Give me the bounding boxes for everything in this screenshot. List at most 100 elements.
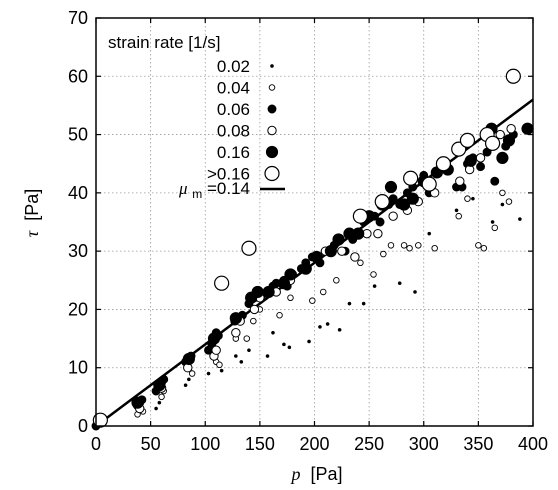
legend: strain rate [1/s] 0.02 0.04 0.06 0.08 0.16 >0… (108, 33, 285, 202)
y-tick-labels: 0 10 20 30 40 50 60 70 (68, 8, 88, 436)
data-point (276, 312, 283, 319)
x-tick-label: 150 (245, 434, 275, 454)
legend-label: 0.08 (217, 122, 250, 141)
legend-marker (268, 84, 276, 91)
y-axis-label: τ [Pa] (22, 189, 42, 238)
data-point (370, 271, 377, 278)
data-point (219, 368, 224, 373)
y-tick-label: 70 (68, 8, 88, 28)
x-tick-label: 350 (463, 434, 493, 454)
data-point (250, 317, 257, 325)
data-point (397, 198, 411, 211)
data-point (241, 240, 257, 256)
legend-marker (270, 64, 274, 68)
data-point (505, 198, 513, 205)
y-tick-label: 30 (68, 241, 88, 261)
y-tick-label: 60 (68, 66, 88, 86)
data-point (372, 284, 377, 288)
data-point (214, 275, 230, 291)
data-point (374, 194, 390, 210)
x-axis-variable: p (289, 464, 300, 484)
data-point (499, 189, 506, 197)
data-point (475, 242, 482, 249)
y-tick-label: 0 (78, 416, 88, 436)
data-point (333, 277, 340, 284)
data-point (188, 370, 196, 377)
data-point (271, 330, 275, 335)
data-point (187, 377, 191, 382)
data-point (500, 202, 505, 207)
data-point (375, 217, 385, 227)
data-point (249, 304, 260, 315)
legend-marker (267, 104, 277, 114)
data-point (337, 327, 342, 332)
legend-label: 0.04 (217, 79, 250, 98)
data-point (387, 242, 395, 249)
data-point (251, 285, 264, 299)
data-point (153, 379, 166, 392)
data-point (265, 354, 270, 358)
data-point (243, 335, 251, 342)
data-point (518, 217, 522, 221)
data-point (431, 244, 438, 252)
data-point (459, 132, 476, 148)
fit-label-variable: μ (178, 179, 188, 198)
data-point (282, 342, 286, 347)
data-point (154, 406, 158, 411)
data-point (357, 259, 364, 267)
x-tick-label: 0 (91, 434, 101, 454)
legend-label: 0.06 (217, 100, 250, 119)
data-point (406, 192, 419, 205)
data-point (183, 383, 188, 388)
legend-label: 0.16 (217, 143, 250, 162)
data-point (233, 354, 238, 358)
data-point (495, 129, 505, 140)
data-point (373, 228, 383, 239)
data-point (388, 211, 398, 221)
x-tick-labels: 0 50 100 150 200 250 300 350 400 (91, 434, 548, 454)
x-axis-label: p [Pa] (289, 464, 342, 484)
x-tick-label: 50 (141, 434, 161, 454)
data-point (216, 361, 223, 369)
x-tick-label: 250 (354, 434, 384, 454)
y-axis-variable: τ (22, 230, 42, 237)
data-point (388, 194, 398, 204)
data-point (231, 328, 241, 338)
data-point (352, 208, 368, 224)
data-point (455, 176, 465, 186)
data-point (318, 325, 322, 329)
plot-frame (95, 17, 534, 427)
data-point (415, 242, 422, 249)
data-point (287, 345, 292, 350)
data-point (413, 290, 417, 294)
data-point (287, 294, 294, 302)
data-point (435, 156, 452, 172)
y-tick-label: 20 (68, 299, 88, 319)
x-tick-label: 400 (518, 434, 548, 454)
legend-label: >0.16 (207, 165, 250, 184)
data-point (491, 224, 499, 232)
x-axis-unit: [Pa] (310, 464, 342, 484)
data-point (277, 277, 291, 290)
y-tick-label: 10 (68, 358, 88, 378)
data-point (380, 250, 387, 258)
data-point (307, 339, 311, 344)
data-point (247, 348, 251, 353)
data-point (454, 208, 459, 213)
legend-fit-label: μ m =0.14 (178, 179, 250, 202)
fit-label-value: =0.14 (207, 179, 250, 198)
data-point (397, 281, 402, 286)
data-point (158, 393, 165, 401)
data-point (310, 250, 323, 264)
fit-label-subscript: m (192, 187, 202, 201)
data-point (350, 252, 360, 262)
data-point (502, 134, 516, 147)
data-point (496, 151, 509, 164)
data-point (521, 122, 534, 135)
y-tick-label: 40 (68, 183, 88, 203)
data-point (471, 196, 475, 201)
data-point (406, 244, 413, 252)
data-point (361, 301, 366, 306)
data-point (484, 135, 501, 151)
